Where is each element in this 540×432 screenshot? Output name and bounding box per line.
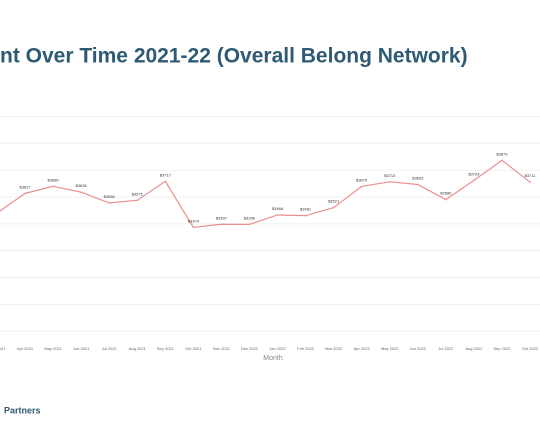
value-label: $3575 [132, 191, 144, 196]
x-tick-label: Jul 2021 [102, 346, 118, 351]
value-label: $3466 [272, 206, 284, 211]
point [416, 183, 419, 186]
value-label: $3724 [468, 171, 480, 176]
value-label: $3396 [244, 215, 256, 220]
x-tick-label: Jun 2021 [73, 346, 90, 351]
point [52, 185, 54, 188]
x-tick-label: Jan 2022 [269, 346, 286, 351]
point [164, 180, 167, 183]
x-axis-label: Month [263, 355, 283, 362]
x-tick-label: Oct 2021 [185, 346, 202, 351]
point [248, 223, 251, 226]
value-label: $3713 [384, 173, 396, 178]
x-tick-label: Dec 2021 [241, 346, 259, 351]
point [108, 202, 111, 204]
point [388, 181, 391, 183]
value-label: $3636 [76, 183, 88, 188]
x-tick-label: Mar 2022 [325, 346, 343, 351]
point [220, 223, 223, 226]
value-label: $3521 [328, 199, 340, 204]
x-tick-label: Apr 2022 [354, 346, 371, 351]
x-tick-label: Nov 2021 [213, 346, 231, 351]
point [360, 185, 363, 188]
value-label: $3627 [19, 184, 31, 189]
value-label: $3717 [160, 172, 172, 177]
value-label: $3680 [48, 177, 60, 182]
point [24, 192, 26, 195]
value-label: $3711 [525, 173, 537, 178]
chart-title: nt Over Time 2021-22 (Overall Belong Net… [0, 45, 468, 68]
x-tick-label: May 2021 [44, 346, 62, 351]
point [192, 226, 195, 229]
value-label: $3374 [188, 218, 200, 223]
value-label: $3873 [496, 151, 508, 156]
x-tick-label: Oct 2022 [522, 346, 539, 351]
x-tick-label: Feb 2022 [297, 346, 315, 351]
line [0, 159, 531, 228]
x-tick-label: Sep 2022 [493, 346, 511, 351]
point [501, 159, 503, 162]
value-label: $3580 [440, 191, 452, 196]
x-tick-label: Apr 2021 [17, 346, 34, 351]
x-tick-label: Aug 2022 [465, 346, 483, 351]
x-tick-label: Jun 2022 [410, 346, 427, 351]
point [529, 181, 531, 183]
x-tick-label: Mar 2021 [0, 346, 6, 351]
x-tick-label: Jul 2022 [438, 346, 454, 351]
value-label: $3397 [216, 215, 228, 220]
value-label: $3461 [300, 207, 312, 212]
point [276, 214, 279, 216]
point [304, 214, 307, 217]
x-tick-label: May 2022 [381, 346, 399, 351]
value-label: $3693 [412, 176, 424, 181]
x-tick-label: Sep 2021 [157, 346, 175, 351]
x-tick-label: Aug 2021 [129, 346, 147, 351]
value-label: $3679 [356, 177, 368, 182]
point [136, 199, 139, 202]
point [473, 179, 475, 182]
value-label: $3556 [104, 194, 116, 199]
point [445, 198, 447, 201]
point [80, 191, 82, 193]
footer: Partners [4, 405, 41, 415]
point [332, 206, 335, 209]
